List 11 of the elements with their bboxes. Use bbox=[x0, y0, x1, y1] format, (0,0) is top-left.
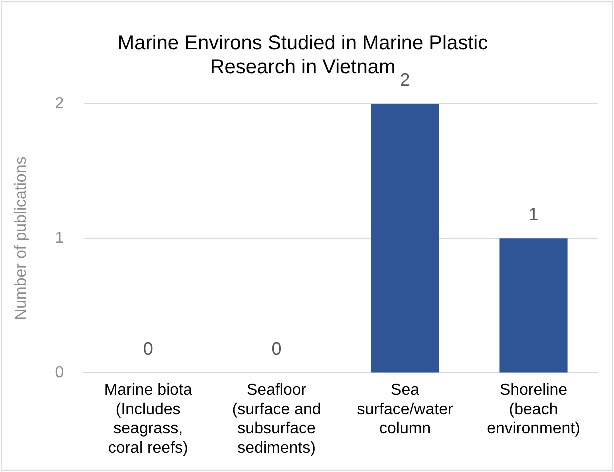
x-tick-label: Marine biota (Includes seagrass, coral reefs) bbox=[104, 382, 192, 457]
data-label: 0 bbox=[272, 339, 282, 360]
y-tick-label: 0 bbox=[55, 364, 64, 382]
data-label: 1 bbox=[528, 204, 539, 225]
data-label: 0 bbox=[143, 339, 154, 360]
y-tick-label: 2 bbox=[55, 95, 64, 112]
x-tick-label: Sea surface/water column bbox=[357, 382, 454, 438]
y-axis-title: Number of publications bbox=[13, 156, 30, 320]
x-tick-label: Seafloor (surface and subsurface sediments) bbox=[232, 382, 322, 457]
x-tick-label: Shoreline (beach environment) bbox=[487, 382, 580, 438]
y-tick-label: 1 bbox=[55, 230, 64, 248]
